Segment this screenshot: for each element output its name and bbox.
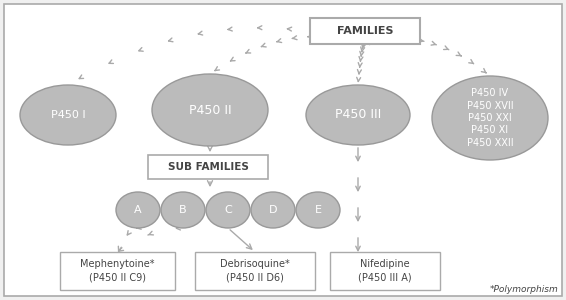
FancyBboxPatch shape — [4, 4, 562, 296]
Text: *Polymorphism: *Polymorphism — [489, 285, 558, 294]
Ellipse shape — [432, 76, 548, 160]
Text: E: E — [315, 205, 321, 215]
Ellipse shape — [161, 192, 205, 228]
Text: D: D — [269, 205, 277, 215]
Ellipse shape — [116, 192, 160, 228]
Ellipse shape — [306, 85, 410, 145]
Ellipse shape — [206, 192, 250, 228]
Text: A: A — [134, 205, 142, 215]
FancyBboxPatch shape — [310, 18, 420, 44]
Text: C: C — [224, 205, 232, 215]
Text: P450 II: P450 II — [188, 103, 231, 116]
Text: Debrisoquine*
(P450 II D6): Debrisoquine* (P450 II D6) — [220, 260, 290, 283]
Text: B: B — [179, 205, 187, 215]
FancyBboxPatch shape — [195, 252, 315, 290]
Ellipse shape — [20, 85, 116, 145]
Text: P450 IV
P450 XVII
P450 XXI
P450 XI
P450 XXII: P450 IV P450 XVII P450 XXI P450 XI P450 … — [467, 88, 513, 148]
Ellipse shape — [296, 192, 340, 228]
FancyBboxPatch shape — [330, 252, 440, 290]
FancyBboxPatch shape — [148, 155, 268, 179]
Text: SUB FAMILIES: SUB FAMILIES — [168, 162, 248, 172]
Text: Nifedipine
(P450 III A): Nifedipine (P450 III A) — [358, 260, 412, 283]
FancyBboxPatch shape — [60, 252, 175, 290]
Ellipse shape — [152, 74, 268, 146]
Text: Mephenytoine*
(P450 II C9): Mephenytoine* (P450 II C9) — [80, 260, 155, 283]
Ellipse shape — [251, 192, 295, 228]
Text: FAMILIES: FAMILIES — [337, 26, 393, 36]
Text: P450 III: P450 III — [335, 109, 381, 122]
Text: P450 I: P450 I — [51, 110, 85, 120]
